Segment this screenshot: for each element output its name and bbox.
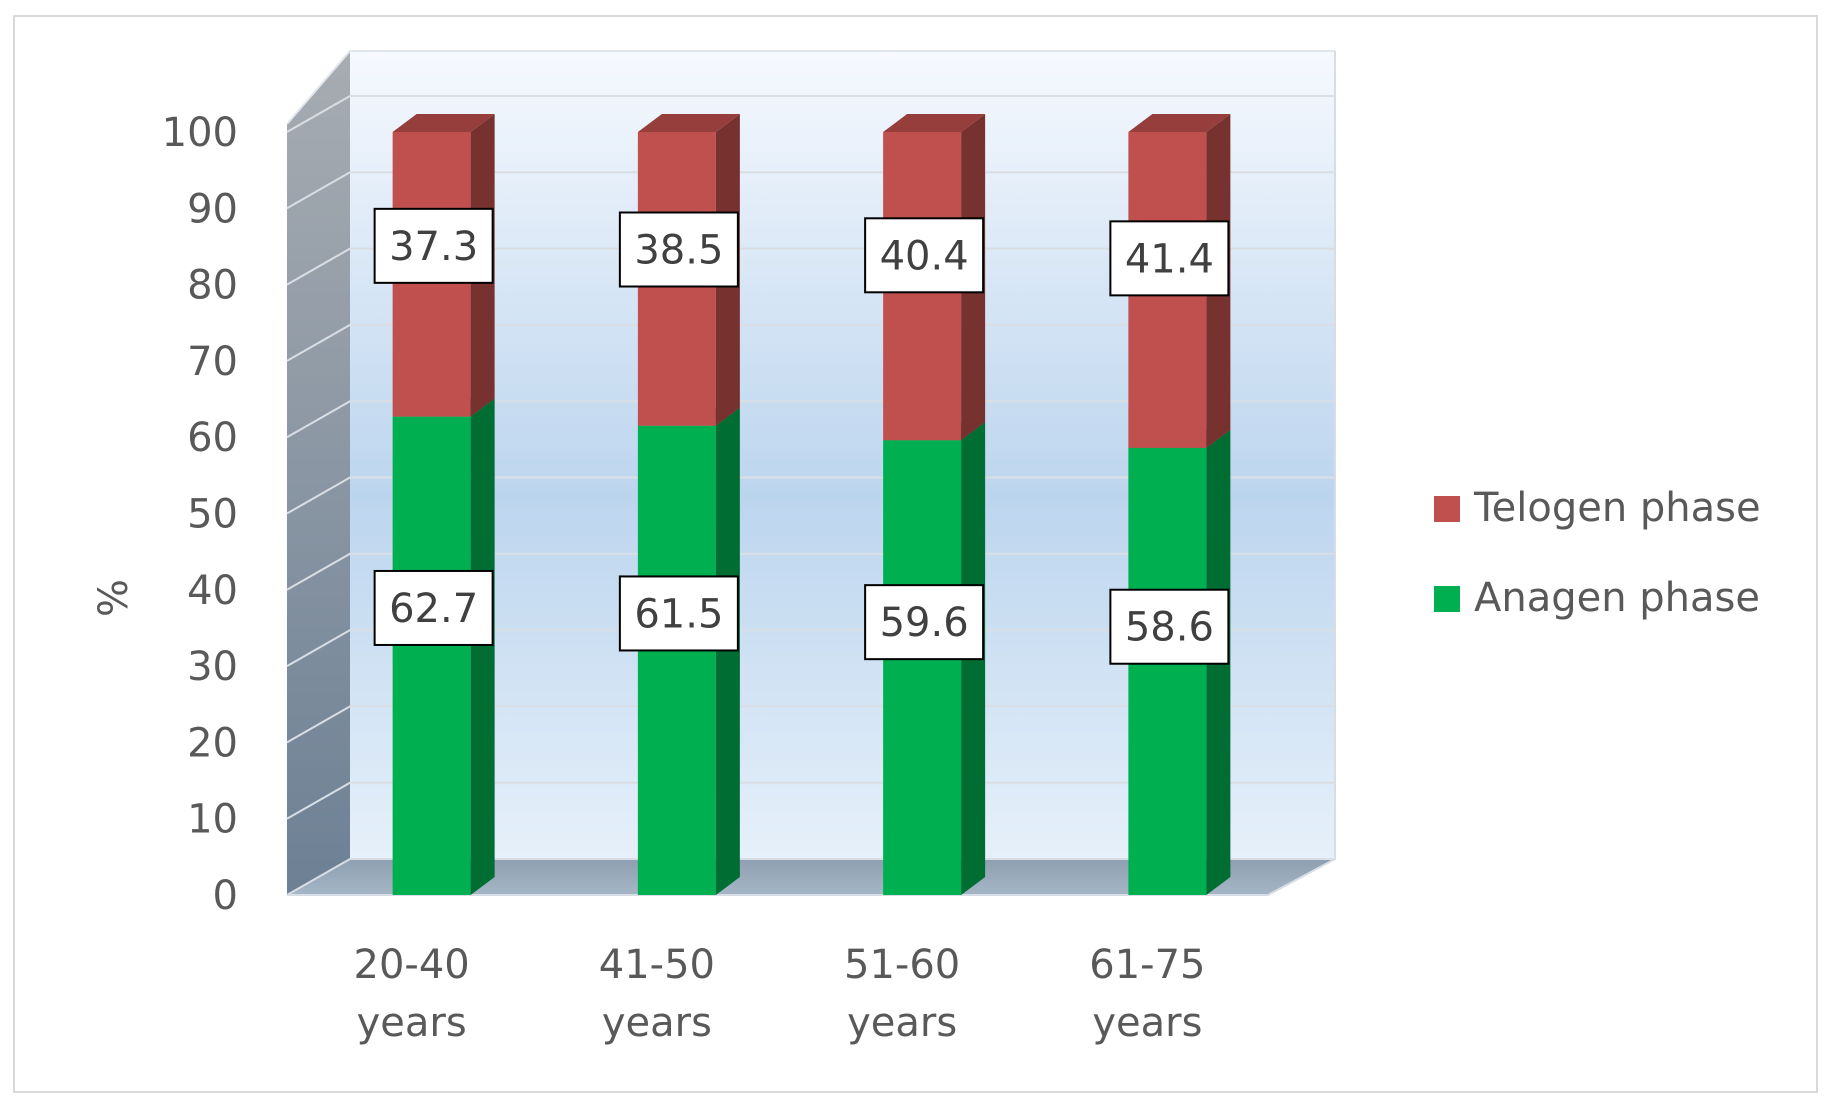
y-axis-label: % [91, 579, 137, 617]
data-label-box [373, 569, 494, 646]
legend-swatch [1434, 496, 1460, 522]
gridline [286, 629, 1335, 667]
bar-segment [392, 398, 495, 895]
x-tick-label: years [847, 1000, 957, 1046]
x-tick-label: 51-60 [844, 942, 960, 988]
wall-edge [286, 50, 1335, 125]
gridline [286, 323, 1335, 362]
bar-top [1128, 114, 1231, 132]
y-tick-label: 80 [187, 263, 238, 309]
y-tick-label: 30 [187, 644, 238, 690]
x-tick-label: years [357, 1000, 467, 1046]
data-label-box [1109, 220, 1230, 297]
legend: Telogen phase Anagen phase [1434, 485, 1761, 621]
bar-top [637, 114, 740, 132]
data-label: 58.6 [1109, 588, 1230, 665]
legend-swatch [1434, 586, 1460, 612]
bar-top [392, 114, 495, 132]
y-tick-label: 20 [187, 720, 238, 766]
bar-front [883, 440, 962, 895]
data-label-text: 59.6 [880, 600, 969, 646]
floor [287, 859, 1335, 895]
data-label-box [864, 584, 985, 661]
data-label: 37.3 [373, 207, 494, 284]
data-label: 40.4 [864, 217, 985, 294]
y-tick-label: 90 [187, 186, 238, 232]
data-label-text: 41.4 [1125, 236, 1214, 282]
gridline [286, 400, 1335, 439]
x-tick-label: years [602, 1000, 712, 1046]
x-tick-label: 41-50 [599, 942, 715, 988]
y-tick-label: 70 [187, 339, 238, 385]
bar-side [470, 398, 495, 895]
data-label-box [1109, 588, 1230, 665]
bar-top [883, 114, 986, 132]
y-tick-label: 10 [187, 797, 238, 843]
x-tick-label: 61-75 [1089, 942, 1205, 988]
gridline [286, 171, 1335, 210]
data-label-text: 38.5 [634, 228, 723, 274]
x-tick-label: years [1092, 1000, 1202, 1046]
data-label-text: 62.7 [389, 586, 478, 632]
gridline [286, 781, 1335, 820]
bar-front [1128, 447, 1207, 895]
bar-front [637, 425, 716, 895]
data-label: 38.5 [618, 211, 739, 288]
data-label-box [864, 217, 985, 294]
floor-edge [287, 51, 1336, 896]
y-tick-label: 50 [187, 492, 238, 538]
gridline [286, 247, 1335, 286]
data-label-text: 40.4 [880, 233, 969, 279]
side-wall [287, 51, 350, 895]
data-label: 62.7 [373, 569, 494, 646]
gridline [286, 95, 1335, 133]
legend-label: Telogen phase [1473, 485, 1761, 531]
data-label-box [373, 207, 494, 284]
data-label: 41.4 [1109, 220, 1230, 297]
gridline [286, 705, 1335, 744]
gridline [286, 476, 1335, 515]
y-tick-label: 40 [187, 568, 238, 614]
x-tick-label: 20-40 [354, 942, 470, 988]
gridline [286, 858, 1335, 896]
data-label-text: 58.6 [1125, 605, 1214, 651]
data-label-box [618, 211, 739, 288]
data-label: 61.5 [618, 575, 739, 652]
data-label-box [618, 575, 739, 652]
bar-front [392, 416, 471, 895]
legend-label: Anagen phase [1474, 575, 1760, 621]
y-tick-label: 60 [187, 415, 238, 461]
gridline [286, 552, 1335, 591]
y-tick-label: 0 [213, 873, 238, 919]
data-label-text: 37.3 [389, 224, 478, 270]
y-tick-label: 100 [162, 110, 238, 156]
data-label: 59.6 [864, 584, 985, 661]
data-label-text: 61.5 [634, 591, 723, 637]
